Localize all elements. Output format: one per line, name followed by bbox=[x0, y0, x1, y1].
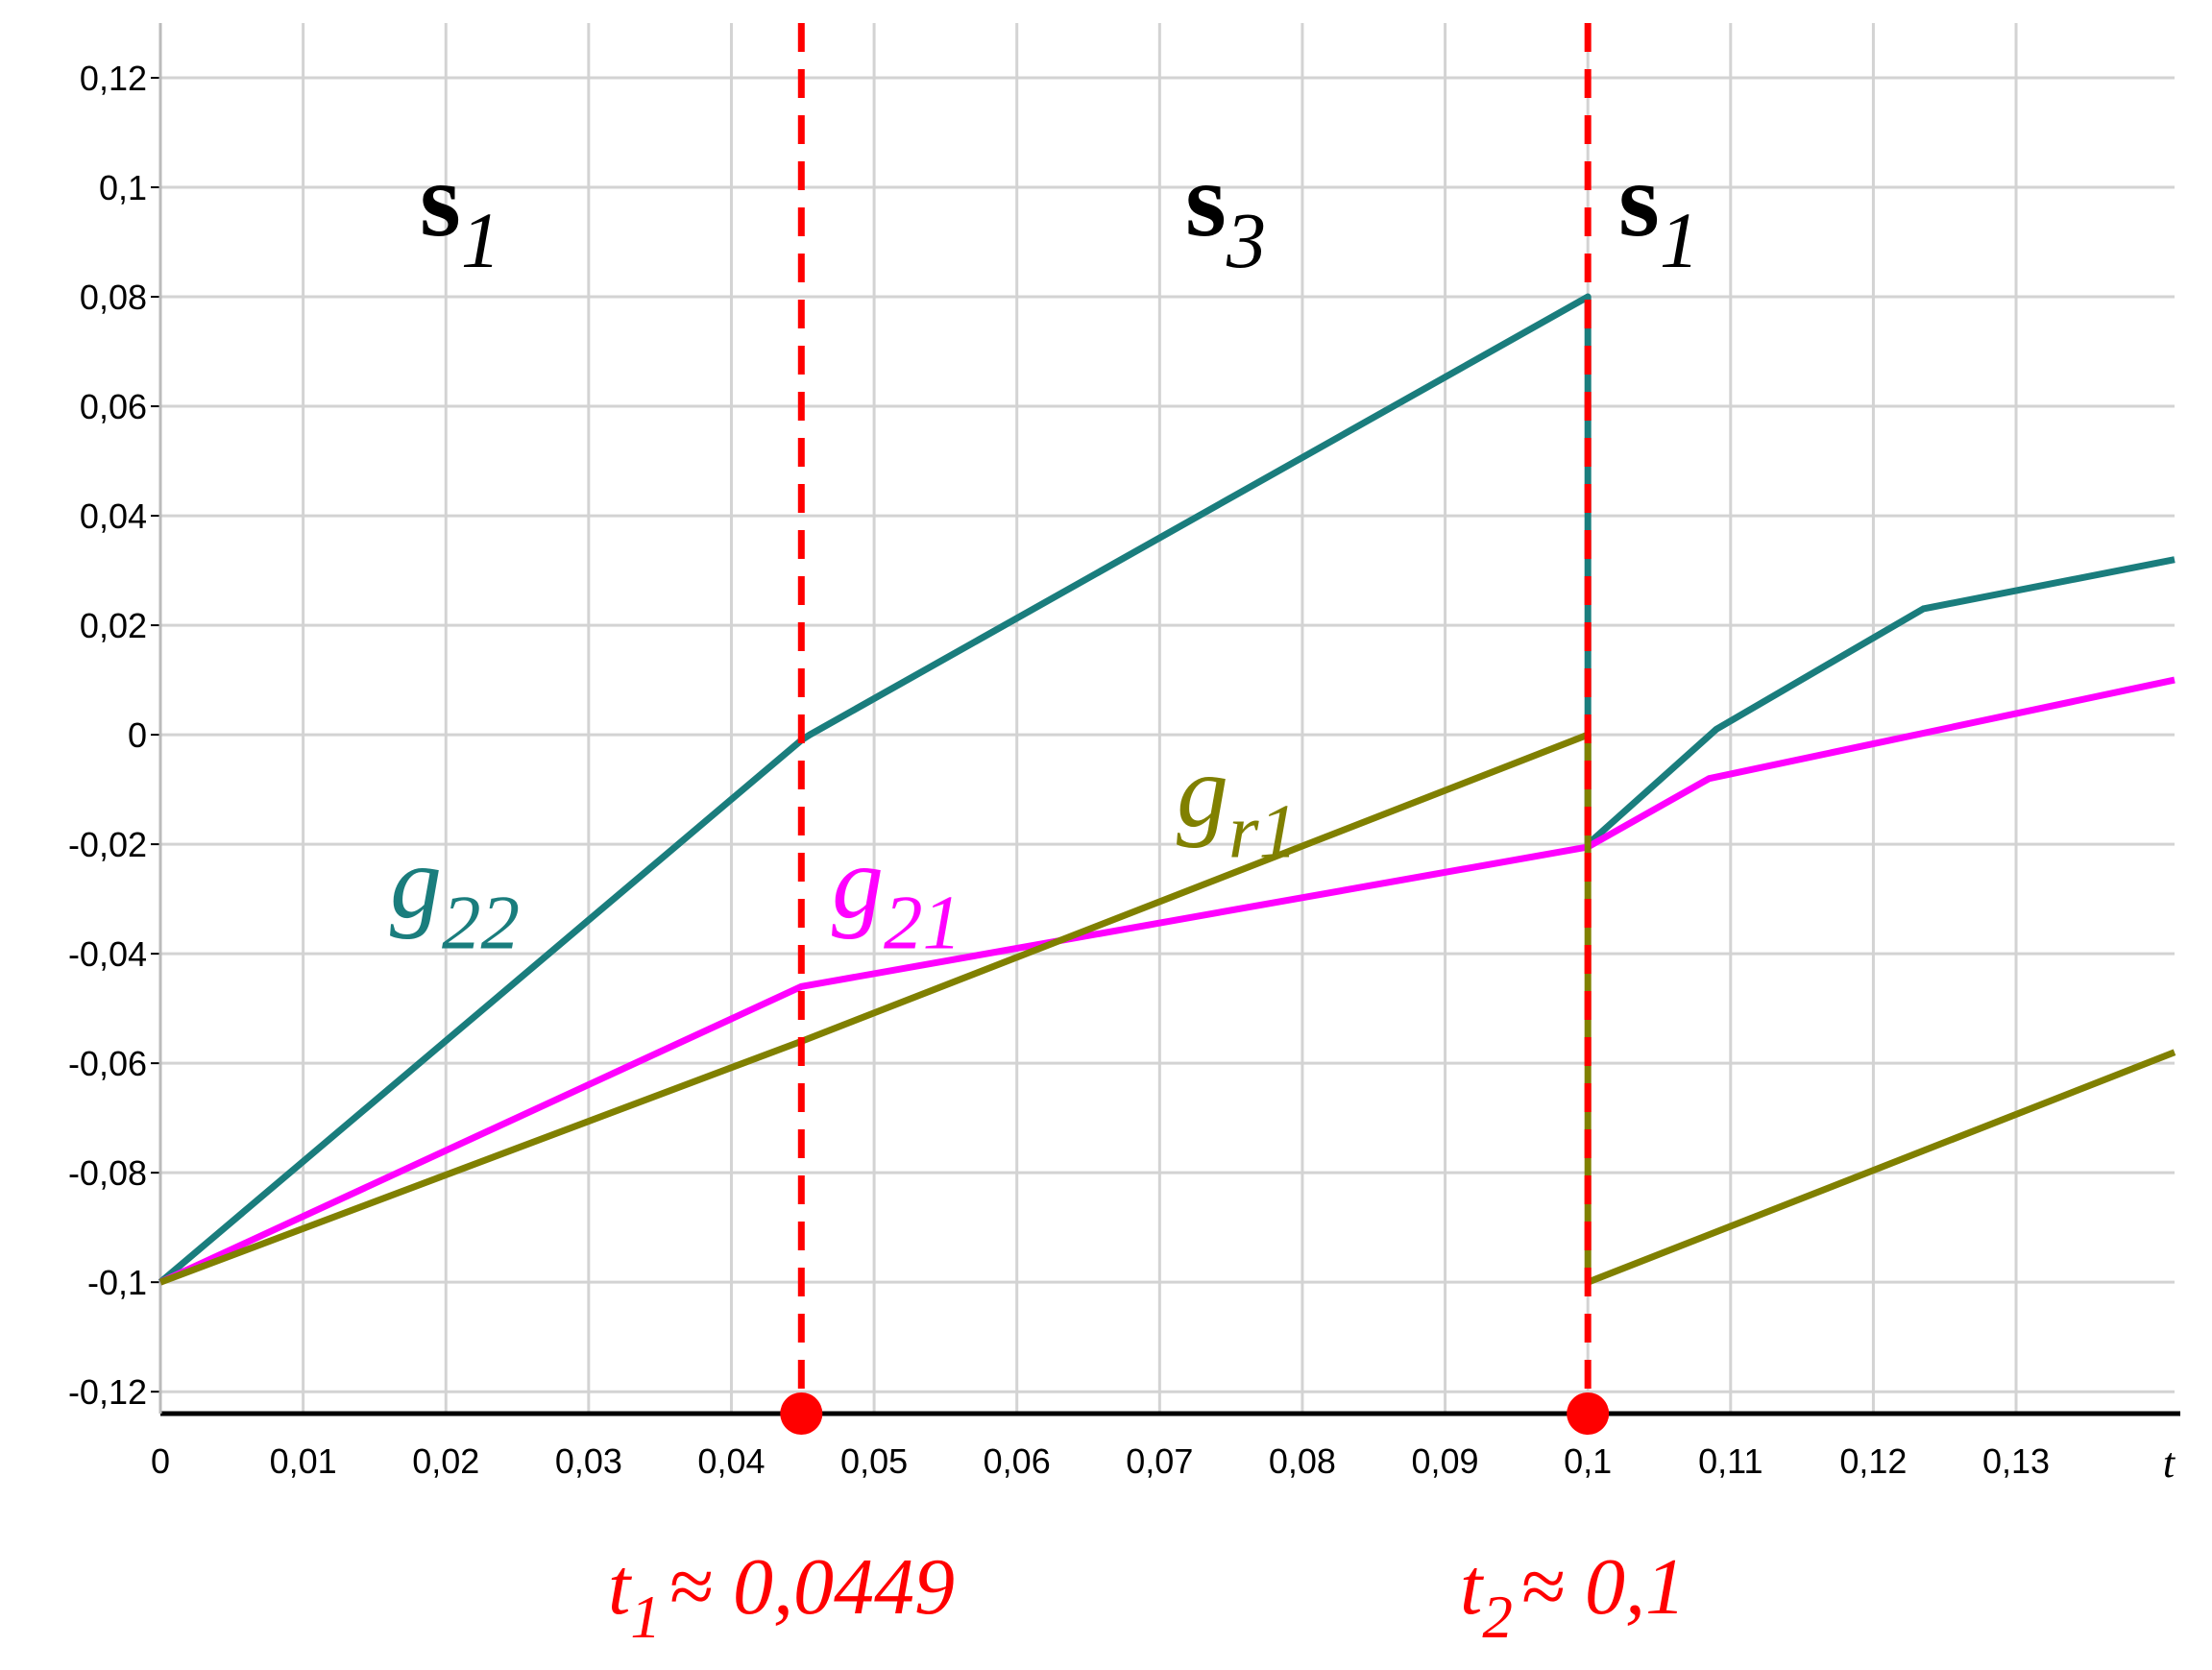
x-tick-label: 0,07 bbox=[1126, 1441, 1193, 1481]
x-axis-label: t bbox=[2163, 1440, 2176, 1487]
series-label: gr1 bbox=[1177, 735, 1298, 874]
x-tick-label: 0,06 bbox=[984, 1441, 1051, 1481]
marker-label-sub: 1 bbox=[630, 1584, 661, 1651]
y-tick-label: 0,1 bbox=[99, 168, 147, 207]
y-tick-label: -0,08 bbox=[68, 1153, 147, 1193]
y-tick-label: 0,06 bbox=[80, 387, 147, 426]
region-label-main: s bbox=[420, 141, 461, 258]
region-label-main: s bbox=[1618, 141, 1660, 258]
series-label-sub: 22 bbox=[442, 879, 520, 965]
marker-label-sub: 2 bbox=[1482, 1584, 1513, 1651]
series-label-main: g bbox=[390, 826, 442, 940]
x-tick-label: 0,1 bbox=[1564, 1441, 1612, 1481]
y-tick-label: 0 bbox=[128, 715, 147, 755]
x-tick-label: 0,12 bbox=[1839, 1441, 1907, 1481]
region-label: s3 bbox=[1185, 141, 1266, 284]
x-tick-label: 0,02 bbox=[412, 1441, 479, 1481]
series-label: g21 bbox=[832, 826, 961, 965]
series-label: g22 bbox=[390, 826, 520, 965]
marker-dot bbox=[780, 1392, 823, 1435]
region-label-main: s bbox=[1185, 141, 1227, 258]
region-label-sub: 1 bbox=[461, 196, 500, 284]
marker-label-main: t bbox=[1460, 1542, 1485, 1632]
marker-label: t2≈ 0,1 bbox=[1460, 1542, 1686, 1651]
marker-label-rest: ≈ 0,0449 bbox=[668, 1542, 955, 1632]
x-tick-label: 0,04 bbox=[697, 1441, 765, 1481]
x-tick-label: 0 bbox=[151, 1441, 170, 1481]
marker-dot bbox=[1567, 1392, 1610, 1435]
y-tick-label: -0,1 bbox=[87, 1263, 147, 1302]
series-label-sub: r1 bbox=[1228, 787, 1298, 874]
x-tick-label: 0,03 bbox=[555, 1441, 622, 1481]
series-label-main: g bbox=[832, 826, 884, 940]
region-label: s1 bbox=[420, 141, 500, 284]
x-tick-label: 0,01 bbox=[270, 1441, 337, 1481]
x-tick-label: 0,13 bbox=[1982, 1441, 2050, 1481]
y-tick-label: 0,12 bbox=[80, 59, 147, 98]
series-label-sub: 21 bbox=[884, 879, 961, 965]
x-tick-label: 0,11 bbox=[1698, 1441, 1762, 1481]
y-tick-label: 0,02 bbox=[80, 606, 147, 645]
y-tick-label: -0,12 bbox=[68, 1372, 147, 1412]
x-tick-label: 0,09 bbox=[1412, 1441, 1479, 1481]
x-tick-label: 0,08 bbox=[1269, 1441, 1336, 1481]
region-label: s1 bbox=[1618, 141, 1699, 284]
marker-label-main: t bbox=[608, 1542, 633, 1632]
y-tick-label: 0,04 bbox=[80, 496, 147, 536]
y-tick-label: -0,04 bbox=[68, 934, 147, 974]
marker-label: t1≈ 0,0449 bbox=[608, 1542, 955, 1651]
marker-label-rest: ≈ 0,1 bbox=[1520, 1542, 1686, 1632]
series-label-main: g bbox=[1177, 735, 1228, 849]
region-label-sub: 3 bbox=[1226, 196, 1266, 284]
y-tick-label: -0,06 bbox=[68, 1044, 147, 1083]
x-tick-label: 0,05 bbox=[840, 1441, 908, 1481]
region-label-sub: 1 bbox=[1660, 196, 1699, 284]
y-tick-label: -0,02 bbox=[68, 825, 147, 864]
y-tick-label: 0,08 bbox=[80, 278, 147, 317]
